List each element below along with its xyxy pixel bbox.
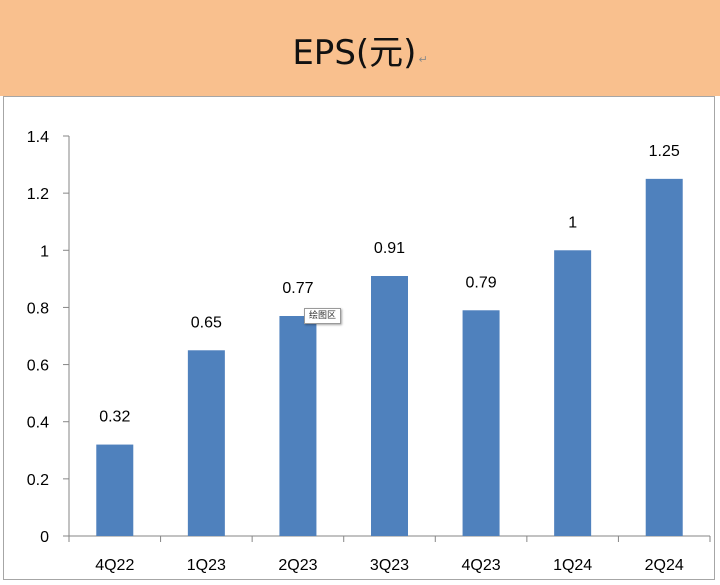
bar[interactable] [187, 350, 225, 536]
bar[interactable] [371, 276, 408, 536]
x-tick-label: 2Q24 [645, 557, 684, 574]
data-label: 1.25 [649, 143, 680, 160]
chart-title-banner: EPS(元) ↵ [0, 0, 720, 96]
chart-title: EPS(元) [292, 32, 417, 73]
data-labels: 0.32 0.65 0.77 0.91 0.79 1 1.25 [99, 143, 680, 426]
data-label: 0.65 [191, 314, 222, 331]
bar[interactable] [96, 444, 134, 536]
y-tick-label: 0 [40, 529, 49, 546]
data-label: 0.91 [374, 240, 405, 257]
x-tick-label: 1Q24 [553, 557, 592, 574]
x-tick-label: 2Q23 [278, 557, 317, 574]
bar[interactable] [279, 316, 317, 536]
bars [96, 178, 683, 537]
y-tick-label: 0.6 [27, 358, 49, 375]
y-tick-label: 0.2 [27, 472, 49, 489]
x-tick-label: 1Q23 [187, 557, 226, 574]
plot-area-tooltip: 绘图区 [304, 308, 342, 324]
y-tick-label: 1 [40, 243, 49, 260]
paragraph-mark-icon: ↵ [418, 53, 428, 66]
bar[interactable] [462, 310, 500, 536]
x-axis: 4Q22 1Q23 2Q23 3Q23 4Q23 1Q24 2Q24 [68, 535, 711, 574]
x-tick-label: 4Q23 [462, 557, 501, 574]
x-tick-label: 4Q22 [95, 557, 134, 574]
y-tick-label: 0.4 [27, 415, 49, 432]
data-label: 1 [568, 214, 577, 231]
x-tick-label: 3Q23 [370, 557, 409, 574]
y-axis: 0 0.2 0.4 0.6 0.8 1 1.2 1.4 [27, 129, 70, 546]
bar[interactable] [554, 250, 592, 537]
data-label: 0.77 [282, 280, 313, 297]
y-tick-label: 1.4 [27, 129, 49, 146]
y-tick-label: 0.8 [27, 300, 49, 317]
data-label: 0.79 [466, 274, 497, 291]
y-tick-label: 1.2 [27, 186, 49, 203]
data-label: 0.32 [99, 409, 130, 426]
bar[interactable] [645, 178, 683, 536]
